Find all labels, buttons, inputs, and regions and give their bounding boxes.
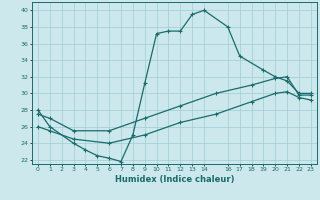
X-axis label: Humidex (Indice chaleur): Humidex (Indice chaleur) bbox=[115, 175, 234, 184]
